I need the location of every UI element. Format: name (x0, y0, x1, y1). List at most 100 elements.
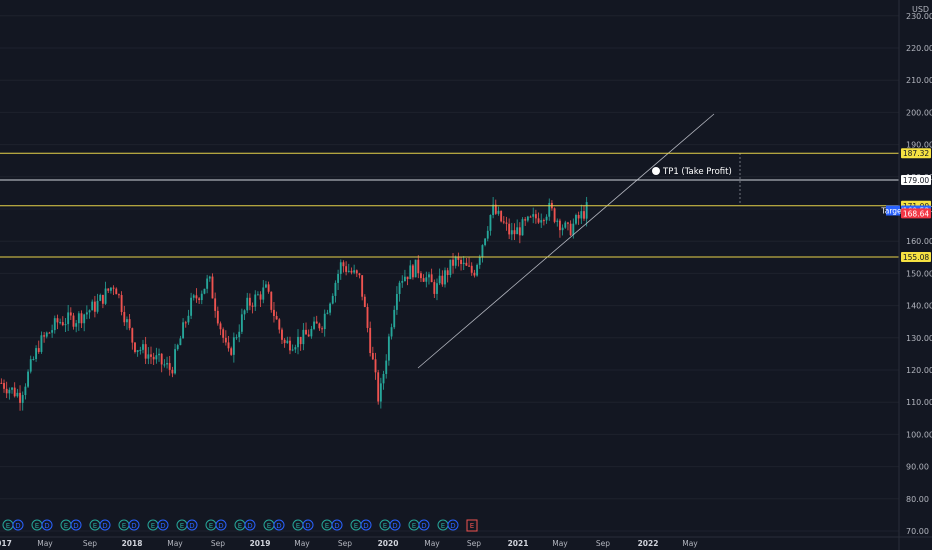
candle-body (521, 219, 524, 236)
candle-body (219, 323, 222, 330)
dividend-marker[interactable]: D (389, 519, 401, 531)
dividend-marker[interactable]: D (331, 519, 343, 531)
candle-body (294, 347, 297, 350)
dividend-icon[interactable] (12, 519, 24, 531)
candle-body (265, 284, 267, 288)
candle-body (246, 297, 249, 311)
horizontal-levels[interactable] (0, 152, 899, 258)
dividend-icon[interactable] (186, 519, 198, 531)
dividend-icon[interactable] (157, 519, 169, 531)
candle-body (206, 278, 209, 289)
candle-body (208, 276, 211, 279)
annotation-group[interactable]: TP1 (Take Profit) (652, 167, 732, 177)
candle-body (222, 329, 225, 338)
dividend-marker[interactable]: D (302, 519, 314, 531)
candle-body (481, 245, 484, 257)
candle-body (200, 293, 203, 301)
dividend-marker[interactable]: D (447, 519, 459, 531)
ascending-trendline[interactable] (417, 113, 715, 369)
price-scale[interactable] (899, 0, 932, 550)
candle-body (478, 256, 481, 265)
dividend-icon[interactable] (41, 519, 53, 531)
candle-body (21, 395, 24, 403)
time-tick-label: 2022 (638, 539, 659, 548)
candle-body (115, 288, 118, 295)
dividend-icon[interactable] (418, 519, 430, 531)
candle-body (446, 270, 449, 276)
dividend-icon[interactable] (273, 519, 285, 531)
dividend-icon[interactable] (389, 519, 401, 531)
event-marker-label: D (160, 522, 165, 530)
event-marker-label: E (64, 522, 68, 530)
candle-body (452, 259, 454, 266)
candle-body (286, 340, 289, 344)
event-marker-label: D (247, 522, 252, 530)
candle-body (126, 319, 128, 323)
candle-body (123, 311, 126, 323)
level-price-label-bg (901, 252, 931, 263)
dividend-icon[interactable] (447, 519, 459, 531)
dividend-icon[interactable] (128, 519, 140, 531)
dividend-icon[interactable] (302, 519, 314, 531)
dividend-marker[interactable]: D (41, 519, 53, 531)
earnings-marker[interactable]: E (466, 519, 478, 532)
candle-body (235, 337, 238, 339)
candlestick-series[interactable] (0, 196, 588, 411)
candle-body (545, 216, 548, 221)
candle-body (347, 270, 350, 272)
dividend-marker[interactable]: D (99, 519, 111, 531)
candle-body (243, 310, 246, 315)
dividend-marker[interactable]: D (128, 519, 140, 531)
candle-body (166, 363, 168, 365)
event-marker-label: E (151, 522, 155, 530)
candle-body (323, 313, 326, 330)
upcoming-earnings-icon[interactable] (466, 519, 478, 532)
dividend-marker[interactable]: D (360, 519, 372, 531)
dividend-icon[interactable] (99, 519, 111, 531)
time-axis-ticks: 017 May Sep 2018 May Sep 2019 May Sep 2020 May Sep 2… (0, 539, 698, 548)
candle-body (254, 294, 257, 307)
time-tick-label: May (552, 539, 568, 548)
dividend-marker[interactable]: D (215, 519, 227, 531)
annotation-marker-icon[interactable] (652, 167, 660, 175)
candle-body (350, 270, 353, 273)
candle-body (422, 278, 425, 282)
dividend-marker[interactable]: D (157, 519, 169, 531)
level-price-label-bg (901, 175, 931, 186)
dividend-marker[interactable]: D (12, 519, 24, 531)
candle-body (449, 259, 452, 276)
event-marker-label: D (131, 522, 136, 530)
time-tick-label: 017 (0, 539, 12, 548)
candle-body (510, 230, 513, 235)
dividend-icon[interactable] (215, 519, 227, 531)
candle-body (577, 214, 580, 219)
dividend-icon[interactable] (244, 519, 256, 531)
price-tick-label: 120.00 (906, 366, 932, 375)
dividend-icon[interactable] (70, 519, 82, 531)
dividend-icon[interactable] (331, 519, 343, 531)
candle-body (414, 259, 417, 278)
trendline-group[interactable] (417, 113, 741, 369)
candle-body (278, 319, 281, 330)
time-tick-label: May (294, 539, 310, 548)
dividend-marker[interactable]: D (273, 519, 285, 531)
dividend-marker[interactable]: D (418, 519, 430, 531)
candle-body (120, 295, 123, 312)
dividend-icon[interactable] (360, 519, 372, 531)
candle-body (310, 328, 313, 337)
candle-body (64, 324, 67, 326)
candle-body (430, 274, 433, 283)
level-price-label: 155.08 (903, 253, 929, 262)
candle-body (393, 309, 396, 328)
candle-body (289, 340, 291, 351)
dividend-marker[interactable]: D (244, 519, 256, 531)
candle-body (251, 305, 254, 307)
event-marker-label: E (180, 522, 184, 530)
candle-body (561, 227, 564, 231)
event-marker-label: E (441, 522, 445, 530)
candle-body (16, 392, 19, 397)
dividend-marker[interactable]: D (70, 519, 82, 531)
dividend-marker[interactable]: D (186, 519, 198, 531)
